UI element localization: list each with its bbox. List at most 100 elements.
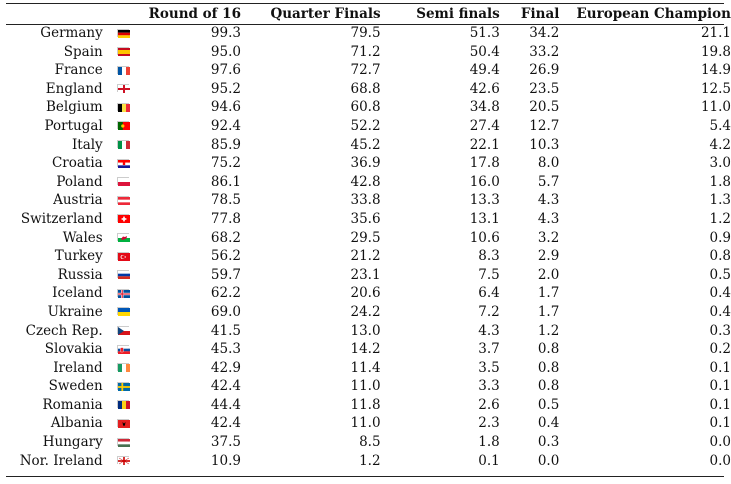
germany-flag-icon — [117, 28, 131, 38]
round-of-16-value: 42.4 — [210, 378, 241, 395]
semi-finals-value: 42.6 — [469, 80, 500, 97]
final-value: 1.7 — [537, 285, 560, 302]
flag-cell — [103, 340, 144, 359]
final-value: 10.3 — [529, 136, 560, 153]
table-row: Poland 86.1 42.8 16.0 5.7 1.8 — [6, 173, 731, 192]
quarter-finals-value: 35.6 — [350, 210, 381, 227]
semi-finals-value: 6.4 — [478, 285, 500, 302]
header-row: Round of 16 Quarter Finals Semi finals F… — [6, 4, 731, 24]
final-value: 5.7 — [537, 173, 560, 190]
champion-value: 0.1 — [709, 378, 731, 395]
table-body: Germany 99.3 79.5 51.3 34.2 21.1 Spain 95.0 71.2… — [6, 24, 731, 470]
table-row: Albania 42.4 11.0 2.3 0.4 0.1 — [6, 414, 731, 433]
table-row: Hungary 37.5 8.5 1.8 0.3 0.0 — [6, 433, 731, 452]
country-name: Italy — [71, 136, 103, 153]
country-name: Romania — [42, 396, 103, 413]
country-name: Poland — [56, 173, 103, 190]
country-name: Spain — [63, 43, 103, 60]
champion-value: 1.8 — [709, 173, 731, 190]
country-name: France — [54, 62, 103, 79]
champion-value: 0.5 — [709, 266, 731, 283]
final-value: 4.3 — [537, 210, 560, 227]
champion-value: 0.4 — [709, 285, 731, 302]
round-of-16-value: 95.0 — [210, 43, 241, 60]
flag-cell — [103, 396, 144, 415]
final-value: 34.2 — [529, 25, 560, 41]
quarter-finals-value: 36.9 — [350, 155, 381, 172]
header-semi-finals: Semi finals — [416, 5, 500, 22]
header-rule — [6, 24, 724, 25]
round-of-16-value: 62.2 — [210, 285, 241, 302]
bottom-rule — [6, 476, 724, 478]
champion-value: 1.3 — [709, 192, 731, 209]
semi-finals-value: 22.1 — [469, 136, 500, 153]
portugal-flag-icon — [117, 121, 131, 131]
flag-cell — [103, 173, 144, 192]
table-row: Croatia 75.2 36.9 17.8 8.0 3.0 — [6, 154, 731, 173]
final-value: 26.9 — [529, 62, 560, 79]
round-of-16-value: 77.8 — [210, 210, 241, 227]
champion-value: 4.2 — [709, 136, 731, 153]
flag-cell — [103, 322, 144, 341]
country-name: Portugal — [44, 117, 103, 134]
table-row: England 95.2 68.8 42.6 23.5 12.5 — [6, 80, 731, 99]
round-of-16-value: 99.3 — [210, 25, 241, 41]
country-name: Nor. Ireland — [19, 452, 103, 469]
semi-finals-value: 10.6 — [469, 229, 500, 246]
flag-cell — [103, 80, 144, 99]
semi-finals-value: 51.3 — [469, 25, 500, 41]
table-row: Ireland 42.9 11.4 3.5 0.8 0.1 — [6, 359, 731, 378]
ukraine-flag-icon — [117, 307, 131, 317]
quarter-finals-value: 11.8 — [350, 396, 381, 413]
romania-flag-icon — [117, 400, 131, 410]
flag-cell — [103, 452, 144, 471]
quarter-finals-value: 14.2 — [350, 341, 381, 358]
quarter-finals-value: 13.0 — [350, 322, 381, 339]
quarter-finals-value: 60.8 — [350, 99, 381, 116]
iceland-flag-icon — [117, 288, 131, 298]
round-of-16-value: 86.1 — [210, 173, 241, 190]
quarter-finals-value: 79.5 — [350, 25, 381, 41]
quarter-finals-value: 72.7 — [350, 62, 381, 79]
semi-finals-value: 2.6 — [478, 396, 500, 413]
quarter-finals-value: 68.8 — [350, 80, 381, 97]
final-value: 0.3 — [537, 434, 560, 451]
semi-finals-value: 27.4 — [469, 117, 500, 134]
country-name: Albania — [50, 415, 103, 432]
quarter-finals-value: 21.2 — [350, 248, 381, 265]
switzerland-flag-icon — [117, 214, 131, 224]
belgium-flag-icon — [117, 102, 131, 112]
northern-ireland-flag-icon — [117, 456, 131, 466]
table-row: Spain 95.0 71.2 50.4 33.2 19.8 — [6, 43, 731, 62]
final-value: 0.5 — [537, 396, 560, 413]
table-row: Wales 68.2 29.5 10.6 3.2 0.9 — [6, 229, 731, 248]
final-value: 8.0 — [537, 155, 560, 172]
albania-flag-icon — [117, 418, 131, 428]
round-of-16-value: 97.6 — [210, 62, 241, 79]
flag-cell — [103, 303, 144, 322]
table-row: Turkey 56.2 21.2 8.3 2.9 0.8 — [6, 247, 731, 266]
quarter-finals-value: 8.5 — [359, 434, 381, 451]
champion-value: 5.4 — [709, 117, 731, 134]
quarter-finals-value: 71.2 — [350, 43, 381, 60]
country-name: England — [45, 80, 103, 97]
table-row: France 97.6 72.7 49.4 26.9 14.9 — [6, 61, 731, 80]
champion-value: 11.0 — [700, 99, 731, 116]
round-of-16-value: 95.2 — [210, 80, 241, 97]
final-value: 1.7 — [537, 303, 560, 320]
round-of-16-value: 69.0 — [210, 303, 241, 320]
czech-flag-icon — [117, 326, 131, 335]
semi-finals-value: 13.1 — [469, 210, 500, 227]
country-name: Czech Rep. — [25, 322, 103, 339]
semi-finals-value: 17.8 — [469, 155, 500, 172]
champion-value: 0.3 — [709, 322, 731, 339]
semi-finals-value: 8.3 — [478, 248, 500, 265]
header-european-champion: European Champion — [576, 5, 731, 22]
flag-cell — [103, 266, 144, 285]
semi-finals-value: 3.3 — [478, 378, 500, 395]
austria-flag-icon — [117, 195, 131, 205]
slovakia-flag-icon — [117, 344, 131, 354]
final-value: 12.7 — [529, 117, 560, 134]
final-value: 0.8 — [537, 378, 560, 395]
champion-value: 0.4 — [709, 303, 731, 320]
